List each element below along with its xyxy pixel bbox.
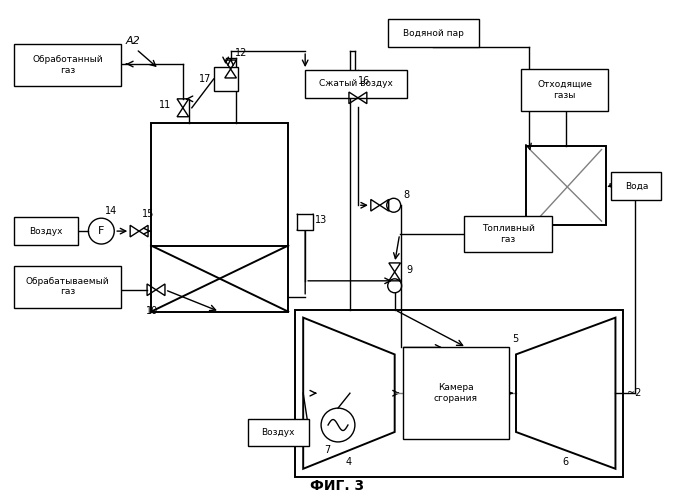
Text: 16: 16: [358, 76, 370, 86]
Text: 9: 9: [406, 265, 412, 275]
Text: Топливный
газ: Топливный газ: [481, 224, 535, 244]
Text: Воздух: Воздух: [262, 428, 295, 437]
Bar: [295, 310, 624, 476]
Text: Отходящие
газы: Отходящие газы: [537, 80, 592, 100]
Text: Обрабатываемый
газ: Обрабатываемый газ: [26, 277, 109, 296]
Text: 10: 10: [146, 306, 158, 316]
Bar: [387, 20, 479, 47]
Text: 11: 11: [159, 100, 171, 110]
Text: F: F: [98, 226, 105, 236]
Text: 5: 5: [512, 334, 518, 344]
Bar: [151, 122, 288, 312]
Text: A2: A2: [126, 36, 140, 46]
Text: 6: 6: [563, 457, 569, 467]
Text: 15: 15: [142, 209, 155, 219]
Text: ~2: ~2: [627, 388, 642, 398]
Bar: [297, 214, 313, 230]
Bar: [14, 217, 78, 245]
Text: 8: 8: [404, 190, 410, 200]
Bar: [214, 67, 238, 91]
Text: Обработанный
газ: Обработанный газ: [32, 56, 103, 74]
Bar: [464, 216, 551, 252]
Bar: [526, 146, 605, 225]
Bar: [402, 348, 509, 439]
Text: Камера
сгорания: Камера сгорания: [434, 384, 478, 403]
Text: 12: 12: [235, 48, 247, 58]
Text: ~3: ~3: [608, 180, 623, 190]
Bar: [305, 70, 406, 98]
Bar: [521, 69, 608, 111]
Text: 4: 4: [346, 457, 352, 467]
Text: Водяной пар: Водяной пар: [403, 28, 464, 38]
Text: Воздух: Воздух: [30, 226, 63, 235]
Bar: [612, 172, 662, 201]
Text: 14: 14: [105, 206, 117, 216]
Bar: [248, 419, 309, 446]
Text: 7: 7: [324, 445, 330, 455]
Text: Вода: Вода: [624, 182, 648, 191]
Text: Сжатый воздух: Сжатый воздух: [319, 80, 393, 88]
Bar: [14, 266, 122, 308]
Text: 17: 17: [199, 74, 212, 84]
Text: ФИГ. 3: ФИГ. 3: [310, 478, 364, 492]
Text: 13: 13: [315, 215, 327, 225]
Bar: [14, 44, 122, 86]
